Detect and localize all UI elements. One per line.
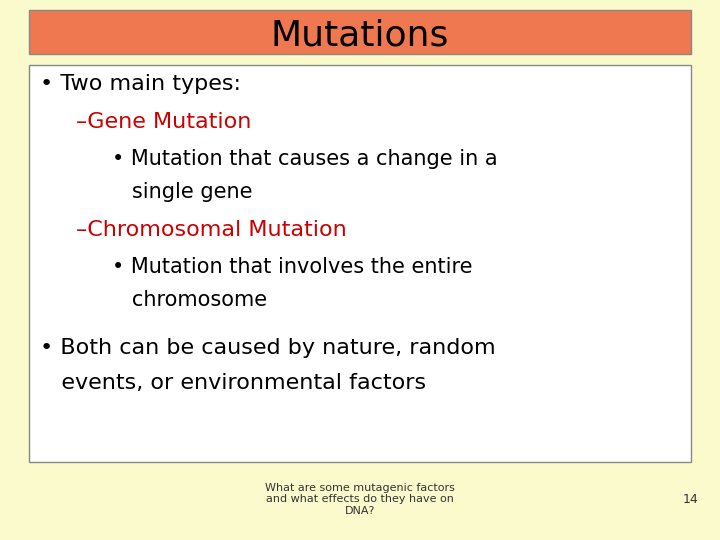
Text: • Mutation that causes a change in a: • Mutation that causes a change in a [112, 149, 498, 170]
Text: chromosome: chromosome [112, 289, 266, 310]
Text: events, or environmental factors: events, or environmental factors [40, 373, 426, 394]
Text: –Chromosomal Mutation: –Chromosomal Mutation [76, 219, 346, 240]
Text: What are some mutagenic factors
and what effects do they have on
DNA?: What are some mutagenic factors and what… [265, 483, 455, 516]
Text: • Two main types:: • Two main types: [40, 73, 240, 94]
Text: single gene: single gene [112, 181, 252, 202]
Text: • Mutation that involves the entire: • Mutation that involves the entire [112, 257, 472, 278]
Text: • Both can be caused by nature, random: • Both can be caused by nature, random [40, 338, 495, 359]
Text: 14: 14 [683, 493, 698, 506]
FancyBboxPatch shape [29, 65, 691, 462]
Text: Mutations: Mutations [271, 18, 449, 52]
Text: –Gene Mutation: –Gene Mutation [76, 111, 251, 132]
FancyBboxPatch shape [29, 10, 691, 54]
